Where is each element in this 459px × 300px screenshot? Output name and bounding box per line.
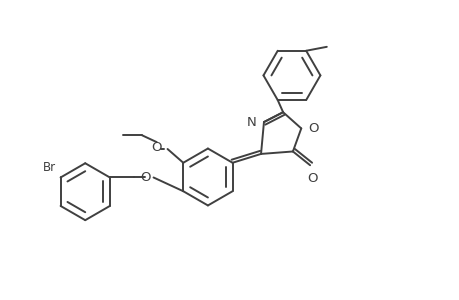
Text: O: O xyxy=(140,171,150,184)
Text: O: O xyxy=(151,141,162,154)
Text: Br: Br xyxy=(42,160,56,174)
Text: N: N xyxy=(246,116,256,128)
Text: O: O xyxy=(306,172,317,184)
Text: O: O xyxy=(308,122,318,135)
